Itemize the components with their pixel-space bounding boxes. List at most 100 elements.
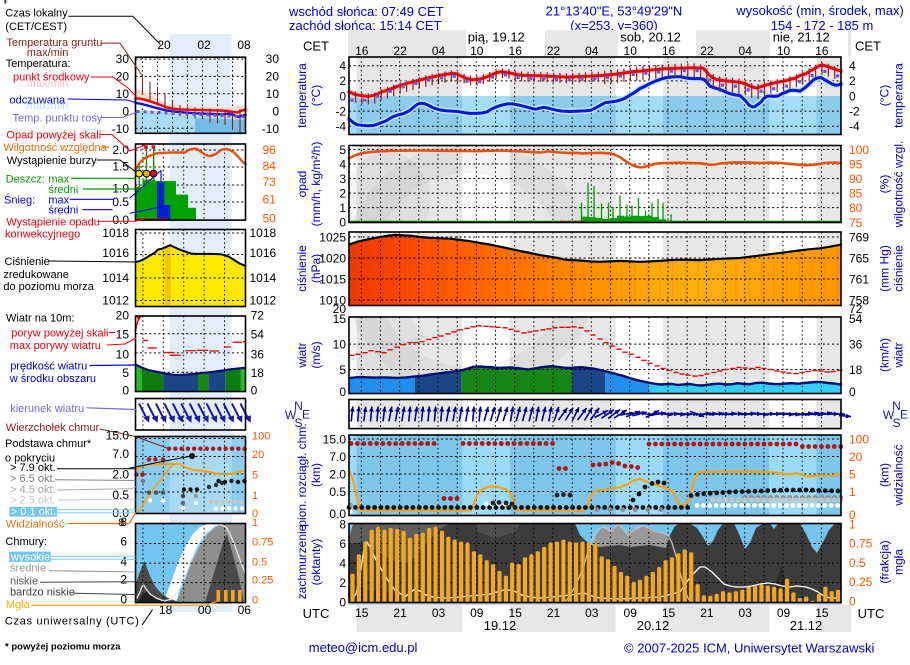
svg-text:75: 75 xyxy=(849,216,863,230)
svg-text:2: 2 xyxy=(849,74,856,88)
svg-text:20: 20 xyxy=(849,450,863,464)
svg-text:0: 0 xyxy=(339,216,346,230)
svg-text:36: 36 xyxy=(251,348,265,362)
svg-text:16: 16 xyxy=(509,44,523,58)
svg-text:18: 18 xyxy=(251,366,265,380)
svg-text:Ciśnienie: Ciśnienie xyxy=(5,256,50,268)
svg-text:04: 04 xyxy=(585,44,599,58)
svg-text:Wierzchołek chmur: Wierzchołek chmur xyxy=(6,422,100,434)
svg-text:UTC: UTC xyxy=(303,606,330,621)
svg-text:średnie: średnie xyxy=(10,563,46,575)
svg-text:max/min: max/min xyxy=(27,47,69,59)
svg-text:02: 02 xyxy=(197,38,211,52)
svg-text:wilgotność wzgl.: wilgotność wzgl. xyxy=(891,141,905,229)
svg-text:1.5: 1.5 xyxy=(112,159,129,173)
svg-text:1025: 1025 xyxy=(319,230,346,244)
svg-text:1015: 1015 xyxy=(319,272,346,286)
svg-text:72: 72 xyxy=(849,302,863,316)
svg-text:2.0: 2.0 xyxy=(112,143,129,157)
svg-text:1014: 1014 xyxy=(102,271,129,285)
svg-text:konwekcyjnego: konwekcyjnego xyxy=(5,228,80,240)
svg-text:95: 95 xyxy=(849,158,863,172)
svg-text:15.0: 15.0 xyxy=(106,428,130,442)
svg-text:Wilgotność względna: Wilgotność względna xyxy=(3,142,107,154)
svg-text:15.0: 15.0 xyxy=(323,432,347,446)
svg-text:85: 85 xyxy=(849,187,863,201)
svg-text:16: 16 xyxy=(355,44,369,58)
svg-text:Chmury:: Chmury: xyxy=(5,536,47,548)
svg-text:widzialność: widzialność xyxy=(891,444,905,506)
svg-text:03: 03 xyxy=(739,606,753,620)
svg-text:2.0: 2.0 xyxy=(329,467,346,481)
svg-text:96: 96 xyxy=(263,143,277,157)
svg-text:(km): (km) xyxy=(309,463,323,487)
svg-text:21: 21 xyxy=(547,606,561,620)
svg-text:100: 100 xyxy=(849,143,869,157)
svg-text:50: 50 xyxy=(263,211,277,225)
svg-text:CET: CET xyxy=(855,39,881,54)
svg-text:0.5: 0.5 xyxy=(252,556,267,568)
svg-text:20: 20 xyxy=(116,308,130,322)
svg-text:Temp. punktu rosy: Temp. punktu rosy xyxy=(13,113,103,125)
svg-text:10: 10 xyxy=(777,44,791,58)
svg-text:16: 16 xyxy=(662,44,676,58)
svg-text:prędkość wiatru: prędkość wiatru xyxy=(10,361,87,373)
svg-text:0: 0 xyxy=(252,595,258,607)
svg-text:1.0: 1.0 xyxy=(112,181,129,195)
svg-text:1014: 1014 xyxy=(250,271,277,285)
svg-text:16: 16 xyxy=(815,44,829,58)
svg-text:8: 8 xyxy=(339,517,346,531)
svg-text:0.5: 0.5 xyxy=(112,195,129,209)
svg-text:-4: -4 xyxy=(335,120,346,134)
svg-text:Śnieg:: Śnieg: xyxy=(4,193,35,206)
svg-text:Widzialność: Widzialność xyxy=(6,518,65,530)
svg-text:(m/s): (m/s) xyxy=(309,341,323,368)
svg-text:761: 761 xyxy=(849,272,869,286)
svg-text:1: 1 xyxy=(849,485,856,499)
svg-text:04: 04 xyxy=(432,44,446,58)
svg-text:09: 09 xyxy=(777,606,791,620)
svg-text:1: 1 xyxy=(849,517,856,531)
svg-text:> 0.1 okt.: > 0.1 okt. xyxy=(11,506,57,518)
svg-text:8: 8 xyxy=(118,517,124,529)
svg-text:73: 73 xyxy=(263,175,277,189)
svg-text:-2: -2 xyxy=(335,104,346,118)
svg-text:21.12: 21.12 xyxy=(790,618,823,633)
svg-text:10: 10 xyxy=(470,44,484,58)
svg-text:21°13'40"E, 53°49'29"N: 21°13'40"E, 53°49'29"N xyxy=(546,3,683,18)
svg-text:ciśnienie: ciśnienie xyxy=(295,245,309,292)
svg-text:(oktanty): (oktanty) xyxy=(309,539,323,586)
svg-text:max/min: max/min xyxy=(27,101,69,113)
svg-text:max/min: max/min xyxy=(27,78,69,90)
svg-text:Opad powyżej skali: Opad powyżej skali xyxy=(6,130,101,142)
svg-text:Wiatr na 10m:: Wiatr na 10m: xyxy=(6,312,74,324)
svg-text:0: 0 xyxy=(122,383,129,397)
svg-text:ciśnienie: ciśnienie xyxy=(891,245,905,292)
svg-text:0: 0 xyxy=(339,596,346,610)
svg-text:-10: -10 xyxy=(112,122,130,136)
svg-text:w środku obszaru: w środku obszaru xyxy=(9,373,96,385)
svg-text:(km/h): (km/h) xyxy=(878,338,892,372)
svg-text:08: 08 xyxy=(237,38,251,52)
svg-text:(%): (%) xyxy=(878,175,892,194)
svg-text:Wystąpienie burzy: Wystąpienie burzy xyxy=(7,155,97,167)
svg-text:90: 90 xyxy=(849,172,863,186)
svg-text:0: 0 xyxy=(339,89,346,103)
svg-text:pią, 19.12: pią, 19.12 xyxy=(468,30,525,45)
svg-text:15: 15 xyxy=(116,328,130,342)
svg-text:(mm Hg): (mm Hg) xyxy=(878,245,892,292)
svg-text:S: S xyxy=(294,416,302,430)
svg-text:0: 0 xyxy=(272,104,279,118)
svg-text:21: 21 xyxy=(393,606,407,620)
svg-text:1016: 1016 xyxy=(102,246,129,260)
svg-text:zredukowane: zredukowane xyxy=(3,269,68,281)
svg-text:0: 0 xyxy=(339,385,346,399)
svg-text:765: 765 xyxy=(849,251,869,265)
svg-text:20: 20 xyxy=(157,38,171,52)
svg-text:22: 22 xyxy=(393,44,407,58)
svg-text:2.0: 2.0 xyxy=(112,467,129,481)
svg-text:4: 4 xyxy=(849,59,856,73)
svg-text:(mm/h, kg/m²/h): (mm/h, kg/m²/h) xyxy=(309,142,323,227)
svg-text:03: 03 xyxy=(432,606,446,620)
svg-text:UTC: UTC xyxy=(858,606,885,621)
